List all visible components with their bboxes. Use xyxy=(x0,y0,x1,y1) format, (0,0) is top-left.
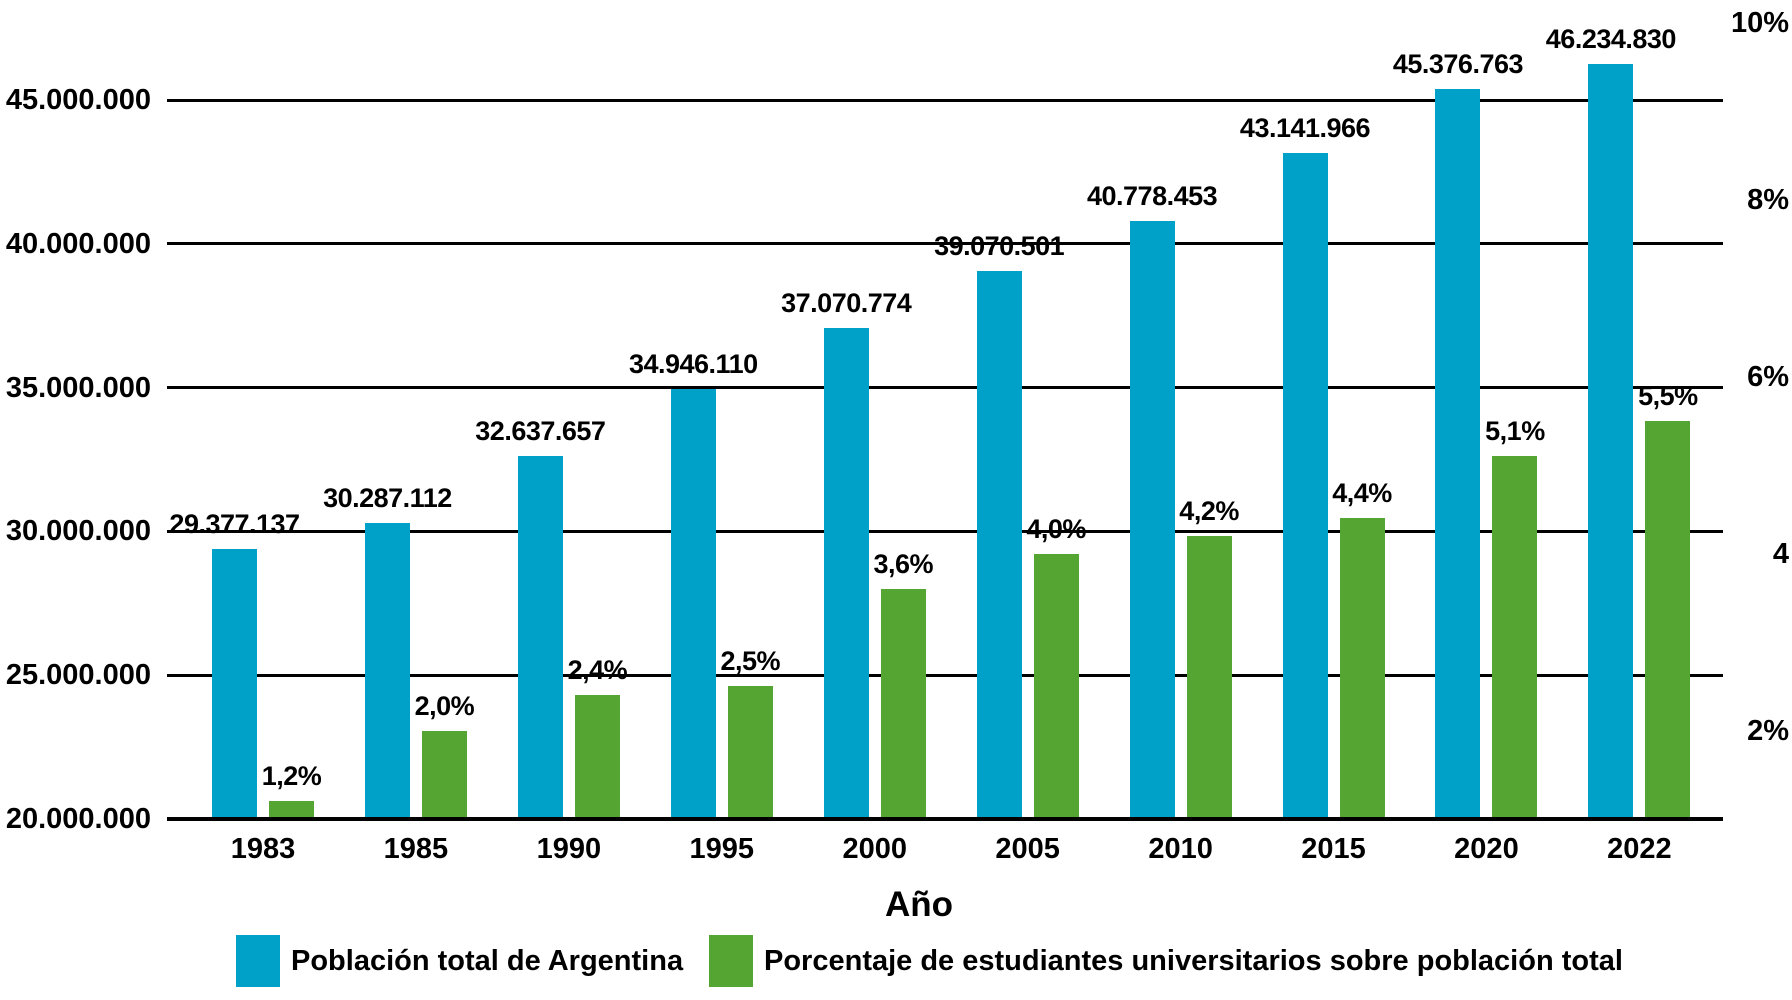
x-tick-1990: 1990 xyxy=(536,833,602,865)
bar-population-2015 xyxy=(1282,153,1328,819)
bar-population-1990 xyxy=(517,455,563,819)
y-right-tick-4: 4 xyxy=(1772,537,1789,570)
y-left-tick-40000000: 40.000.000 xyxy=(5,227,151,260)
bar-population-2010 xyxy=(1129,221,1175,819)
bar-population-2005 xyxy=(976,270,1022,819)
y-right-tick-2: 2% xyxy=(1747,714,1789,747)
gridline-25000000 xyxy=(167,673,1723,677)
y-left-tick-45000000: 45.000.000 xyxy=(5,84,151,116)
label-percent-2015: 4,4% xyxy=(1332,478,1392,509)
bar-population-2020 xyxy=(1435,89,1481,819)
bar-percent-2015 xyxy=(1339,518,1385,819)
x-tick-2000: 2000 xyxy=(842,833,907,865)
label-population-2022: 46.234.830 xyxy=(1545,24,1677,55)
label-population-1983: 29.377.137 xyxy=(169,509,300,540)
label-percent-2005: 4,0% xyxy=(1026,513,1086,544)
legend-item-percent: Porcentaje de estudiantes universitarios… xyxy=(709,935,1623,987)
label-percent-1995: 2,5% xyxy=(720,646,781,677)
label-population-1985: 30.287.112 xyxy=(323,483,452,514)
y-right-tick-10: 10% xyxy=(1730,6,1789,39)
legend-item-population: Población total de Argentina xyxy=(236,935,683,987)
x-tick-2022: 2022 xyxy=(1607,833,1672,865)
x-tick-2005: 2005 xyxy=(995,833,1060,865)
y-right-tick-8: 8% xyxy=(1747,183,1789,216)
x-axis-line xyxy=(167,817,1723,821)
y-left-tick-35000000: 35.000.000 xyxy=(5,371,151,404)
x-tick-1995: 1995 xyxy=(689,833,755,865)
bar-percent-1990 xyxy=(574,695,620,819)
x-tick-2020: 2020 xyxy=(1454,833,1519,865)
bar-percent-2022 xyxy=(1645,420,1691,819)
x-axis-title: Año xyxy=(884,885,954,924)
label-population-1990: 32.637.657 xyxy=(475,415,606,446)
gridline-40000000 xyxy=(167,242,1723,246)
gridline-35000000 xyxy=(167,386,1723,390)
gridline-30000000 xyxy=(167,529,1723,533)
y-left-tick-30000000: 30.000.000 xyxy=(5,515,151,548)
bar-percent-2010 xyxy=(1186,535,1232,819)
bar-population-2022 xyxy=(1588,64,1634,819)
legend-label-percent: Porcentaje de estudiantes universitarios… xyxy=(764,945,1623,977)
bar-percent-1983 xyxy=(269,801,314,819)
x-tick-2015: 2015 xyxy=(1301,833,1366,865)
bar-population-1983 xyxy=(212,549,257,819)
bar-percent-1995 xyxy=(727,686,773,819)
label-percent-2020: 5,1% xyxy=(1485,416,1545,447)
x-tick-2010: 2010 xyxy=(1148,833,1213,865)
bar-percent-1985 xyxy=(421,730,467,819)
bar-population-1985 xyxy=(364,523,410,819)
label-population-2000: 37.070.774 xyxy=(781,288,912,319)
label-population-2020: 45.376.763 xyxy=(1392,49,1524,80)
y-left-tick-25000000: 25.000.000 xyxy=(5,659,151,692)
label-percent-2010: 4,2% xyxy=(1179,495,1239,526)
label-population-2015: 43.141.966 xyxy=(1239,113,1371,144)
label-percent-2022: 5,5% xyxy=(1638,380,1698,411)
x-tick-1983: 1983 xyxy=(230,833,296,865)
label-percent-1983: 1,2% xyxy=(261,761,322,792)
legend-swatch-percent xyxy=(709,935,753,987)
label-population-2005: 39.070.501 xyxy=(934,230,1065,261)
legend-label-population: Población total de Argentina xyxy=(291,945,684,977)
y-left-tick-20000000: 20.000.000 xyxy=(5,803,151,835)
bar-percent-2005 xyxy=(1033,553,1079,819)
label-population-2010: 40.778.453 xyxy=(1087,181,1218,212)
y-right-tick-6: 6% xyxy=(1747,360,1789,393)
x-tick-1985: 1985 xyxy=(383,833,449,865)
bar-population-2000 xyxy=(823,328,869,819)
bar-percent-2000 xyxy=(880,588,926,819)
bar-population-1995 xyxy=(670,389,716,819)
label-percent-2000: 3,6% xyxy=(873,548,933,579)
label-percent-1990: 2,4% xyxy=(567,655,628,686)
gridline-45000000 xyxy=(167,98,1723,102)
bar-percent-2020 xyxy=(1492,456,1538,819)
legend-swatch-population xyxy=(236,935,280,987)
label-population-1995: 34.946.110 xyxy=(628,349,758,380)
label-percent-1985: 2,0% xyxy=(414,690,475,721)
